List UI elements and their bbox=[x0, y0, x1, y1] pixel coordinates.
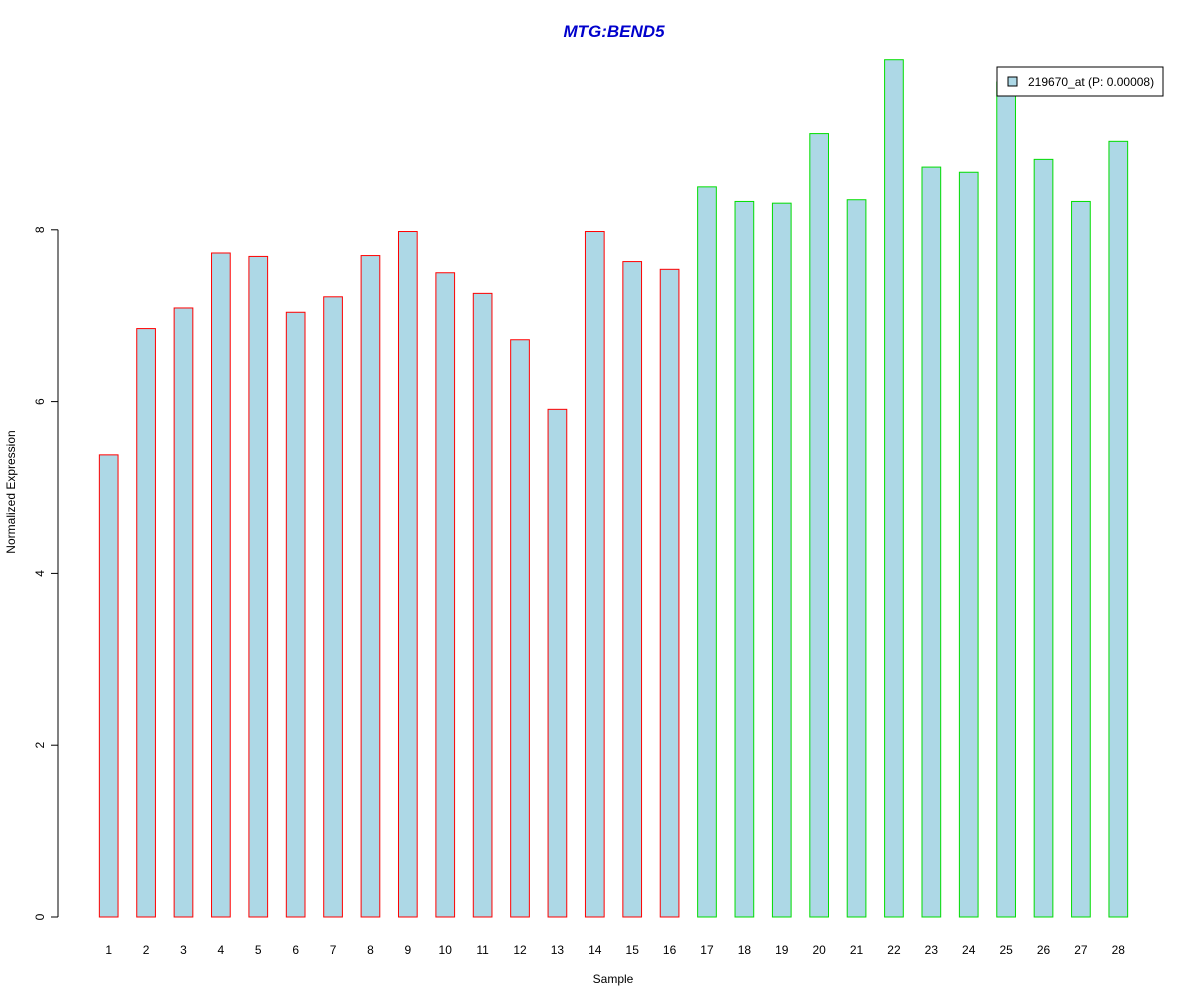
x-tick-label: 17 bbox=[700, 943, 714, 957]
bar-sample-24 bbox=[958, 171, 979, 918]
x-tick-label: 22 bbox=[887, 943, 901, 957]
bar-sample-10 bbox=[435, 272, 456, 918]
x-tick-label: 10 bbox=[439, 943, 453, 957]
y-axis-ticks: 0 2 4 6 8 bbox=[33, 226, 58, 920]
bar-sample-6 bbox=[285, 311, 306, 918]
bar-sample-4 bbox=[211, 252, 231, 918]
legend-swatch bbox=[1007, 76, 1018, 87]
chart-title: MTG:BEND5 bbox=[563, 22, 665, 41]
x-tick-label: 7 bbox=[330, 943, 337, 957]
bar-sample-14 bbox=[584, 231, 605, 918]
x-tick-label: 12 bbox=[513, 943, 527, 957]
bar-sample-15 bbox=[622, 261, 643, 918]
x-tick-label: 21 bbox=[850, 943, 864, 957]
x-axis-tick-labels: 1 2 3 4 5 6 7 8 9 10 11 12 13 14 15 16 17 18 19 20 21 22 23 24 2… bbox=[105, 943, 1125, 957]
x-tick-label: 26 bbox=[1037, 943, 1051, 957]
legend-box bbox=[996, 66, 1164, 97]
x-tick-label: 6 bbox=[292, 943, 299, 957]
bar-sample-9 bbox=[397, 231, 418, 918]
x-tick-label: 4 bbox=[218, 943, 225, 957]
bar-sample-27 bbox=[1071, 200, 1091, 918]
x-tick-label: 16 bbox=[663, 943, 677, 957]
bar-sample-8 bbox=[360, 255, 381, 918]
bar-sample-25 bbox=[996, 81, 1016, 918]
x-tick-label: 13 bbox=[551, 943, 565, 957]
bar-sample-17 bbox=[697, 186, 717, 918]
y-axis-label: Normalized Expression bbox=[4, 430, 18, 553]
y-tick-label: 8 bbox=[33, 226, 47, 233]
y-tick-label: 2 bbox=[33, 742, 47, 749]
bar-sample-22 bbox=[884, 59, 904, 918]
x-tick-label: 8 bbox=[367, 943, 374, 957]
x-tick-label: 2 bbox=[143, 943, 150, 957]
bars bbox=[98, 59, 1129, 918]
x-tick-label: 5 bbox=[255, 943, 262, 957]
x-tick-label: 25 bbox=[999, 943, 1013, 957]
x-tick-label: 24 bbox=[962, 943, 976, 957]
bar-sample-11 bbox=[472, 292, 493, 918]
x-tick-label: 19 bbox=[775, 943, 789, 957]
x-tick-label: 28 bbox=[1112, 943, 1126, 957]
x-tick-label: 15 bbox=[626, 943, 640, 957]
bar-sample-20 bbox=[809, 133, 830, 918]
x-tick-label: 9 bbox=[404, 943, 411, 957]
bar-sample-1 bbox=[98, 454, 119, 918]
bar-sample-7 bbox=[323, 296, 343, 918]
x-tick-label: 18 bbox=[738, 943, 752, 957]
bar-sample-5 bbox=[248, 255, 269, 918]
y-tick-label: 6 bbox=[33, 398, 47, 405]
bar-sample-28 bbox=[1108, 140, 1129, 918]
x-tick-label: 1 bbox=[105, 943, 112, 957]
bar-sample-2 bbox=[136, 328, 156, 918]
x-tick-label: 20 bbox=[812, 943, 826, 957]
bar-sample-19 bbox=[771, 202, 792, 918]
x-tick-label: 23 bbox=[925, 943, 939, 957]
x-tick-label: 14 bbox=[588, 943, 602, 957]
x-axis-label: Sample bbox=[593, 972, 634, 986]
bar-sample-18 bbox=[734, 200, 755, 918]
y-tick-label: 0 bbox=[33, 913, 47, 920]
bar-sample-12 bbox=[510, 339, 530, 918]
bar-sample-16 bbox=[659, 268, 680, 918]
x-tick-label: 11 bbox=[476, 943, 489, 957]
bar-sample-26 bbox=[1033, 158, 1054, 918]
x-tick-label: 27 bbox=[1074, 943, 1088, 957]
y-tick-label: 4 bbox=[33, 570, 47, 577]
bar-sample-21 bbox=[846, 199, 867, 918]
bar-sample-23 bbox=[921, 166, 942, 918]
x-tick-label: 3 bbox=[180, 943, 187, 957]
bar-sample-13 bbox=[547, 408, 568, 918]
bar-sample-3 bbox=[173, 307, 194, 918]
legend: 219670_at (P: 0.00008) bbox=[996, 66, 1164, 97]
legend-label: 219670_at (P: 0.00008) bbox=[1028, 75, 1154, 89]
